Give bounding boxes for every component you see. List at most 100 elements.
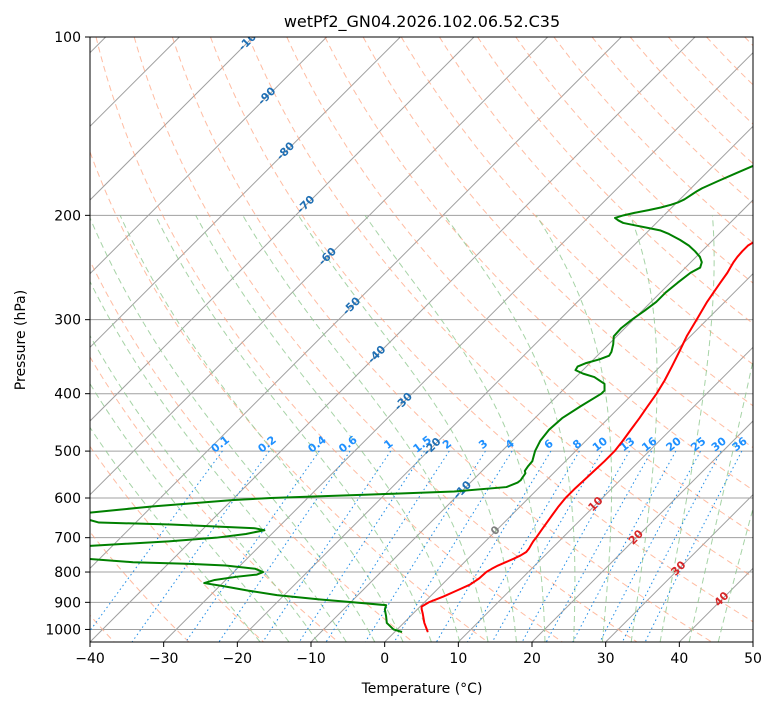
- y-tick-label: 400: [54, 387, 81, 403]
- mixing-ratio-line: [262, 450, 392, 642]
- mixing-ratio-line: [435, 450, 552, 642]
- y-tick-label: 100: [54, 30, 81, 46]
- plot-frame: [89, 36, 754, 643]
- moist-adiabat-line: [659, 215, 715, 642]
- moist-adiabat-line: [119, 215, 404, 642]
- mixing-ratio-label: 6: [542, 437, 556, 452]
- y-tick-label: 300: [54, 313, 81, 329]
- isotherm-line: [90, 37, 622, 570]
- y-tick-label: 700: [54, 531, 81, 547]
- isotherm-line: [752, 641, 753, 642]
- y-tick-label: 1000: [45, 622, 81, 638]
- isotherm-line: [236, 125, 753, 642]
- moist-adiabat-line: [154, 215, 432, 642]
- y-tick-label: 900: [54, 595, 81, 611]
- moist-adiabat-line: [242, 215, 489, 642]
- mixing-ratio-line: [491, 450, 603, 642]
- mixing-ratio-line: [185, 450, 320, 642]
- dry-adiabat-line: [90, 356, 339, 642]
- dry-adiabat-line: [706, 37, 753, 86]
- mixing-ratio-line: [545, 450, 653, 642]
- dry-adiabat-line: [95, 37, 563, 642]
- x-tick-label: −20: [223, 651, 253, 667]
- y-axis-label: Pressure (hPa): [13, 290, 29, 390]
- x-tick-label: 40: [670, 651, 688, 667]
- moist-adiabat-line: [90, 426, 261, 642]
- moist-adiabat-line: [364, 215, 546, 642]
- moist-adiabat-line: [90, 280, 347, 642]
- mixing-ratio-labels: 0.1 0.2 0.4 0.6 1 1.5 2 3 4 6 8 10 13 16 20 25 30 36: [209, 433, 750, 455]
- isotherm-line: [90, 37, 401, 349]
- dry-adiabat-line: [90, 445, 264, 642]
- moist-adiabat-line: [90, 382, 290, 642]
- mixing-ratio-label: 4: [503, 437, 517, 452]
- dry-adiabat-line: [248, 37, 753, 578]
- x-tick-label: −10: [296, 651, 326, 667]
- dry-adiabat-line: [210, 37, 753, 623]
- mixing-ratio-line: [364, 450, 486, 642]
- dry-adiabat-line: [439, 37, 753, 366]
- dry-adiabat-line: [553, 37, 753, 244]
- mixing-ratio-line: [467, 450, 580, 642]
- y-tick-label: 200: [54, 208, 81, 224]
- dry-adiabat-line: [171, 37, 712, 642]
- isotherm-line: [90, 37, 475, 422]
- mixing-ratio-line: [393, 450, 513, 642]
- dry-adiabat-line: [133, 37, 638, 642]
- dry-adiabat-line: [90, 259, 414, 642]
- mixing-ratio-line: [621, 450, 722, 642]
- dewpoint-profile-line: [90, 164, 753, 633]
- y-tick-label: 800: [54, 565, 81, 581]
- y-tick-label: 600: [54, 491, 81, 507]
- axes: −40 −30 −20 −10 0 10 20 30 40 50 1000 900 800 700 600 5…: [45, 30, 762, 667]
- x-tick-label: 50: [744, 651, 762, 667]
- isotherm-label: -100: [236, 25, 265, 54]
- isotherm-line: [90, 37, 328, 275]
- mixing-ratio-line: [572, 450, 677, 642]
- isotherm-line: [678, 567, 753, 642]
- x-tick-label: 20: [523, 651, 541, 667]
- dry-adiabat-line: [477, 37, 753, 325]
- dry-adiabat-line: [286, 37, 753, 534]
- mixing-ratio-label: 0.1: [209, 433, 232, 455]
- moist-adiabat-line: [688, 358, 753, 642]
- moist-adiabat-line: [297, 215, 517, 642]
- dry-adiabat-line: [90, 150, 488, 642]
- isotherm-line: [163, 51, 753, 642]
- moist-adiabat-line: [90, 216, 376, 642]
- moist-adiabat-line: [195, 215, 461, 642]
- moist-adiabat-line: [629, 215, 658, 642]
- isotherm-line: [90, 37, 254, 201]
- moist-adiabat-line: [535, 215, 613, 642]
- mixing-ratio-line: [131, 450, 270, 642]
- mixing-ratio-label: 0.4: [305, 433, 329, 455]
- x-axis-label: Temperature (°C): [361, 681, 483, 697]
- dry-adiabat-line: [324, 37, 753, 491]
- moist-adiabat-line: [444, 215, 576, 642]
- mixing-ratio-line: [298, 450, 425, 642]
- isotherm-line: [531, 420, 753, 642]
- plot-area: 0.1 0.2 0.4 0.6 1 1.5 2 3 4 6 8 10 13 16 20 25 30 36-100-…: [90, 25, 753, 642]
- dry-adiabat-line: [591, 37, 753, 204]
- moist-adiabat-line: [90, 334, 319, 642]
- x-tick-label: 30: [597, 651, 615, 667]
- mixing-ratio-label: 0.6: [336, 433, 360, 455]
- dry-adiabat-line: [744, 37, 753, 47]
- isotherm-line: [90, 37, 549, 496]
- x-tick-label: 10: [449, 651, 467, 667]
- isotherm-line: [384, 272, 753, 642]
- y-tick-label: 500: [54, 444, 81, 460]
- mixing-ratio-line: [599, 450, 701, 642]
- x-tick-label: 0: [380, 651, 389, 667]
- temperature-profile-line: [420, 241, 753, 633]
- dry-adiabat-label: 10: [586, 494, 606, 514]
- isotherm-line: [457, 346, 753, 642]
- chart-title: wetPf2_GN04.2026.102.06.52.C35: [284, 12, 560, 32]
- x-tick-label: −30: [149, 651, 179, 667]
- mixing-ratio-line: [325, 450, 450, 642]
- mixing-ratio-line: [90, 450, 223, 632]
- isotherm-line: [310, 199, 753, 642]
- mixing-ratio-label: 3: [476, 437, 490, 452]
- isotherm-line: [90, 37, 696, 642]
